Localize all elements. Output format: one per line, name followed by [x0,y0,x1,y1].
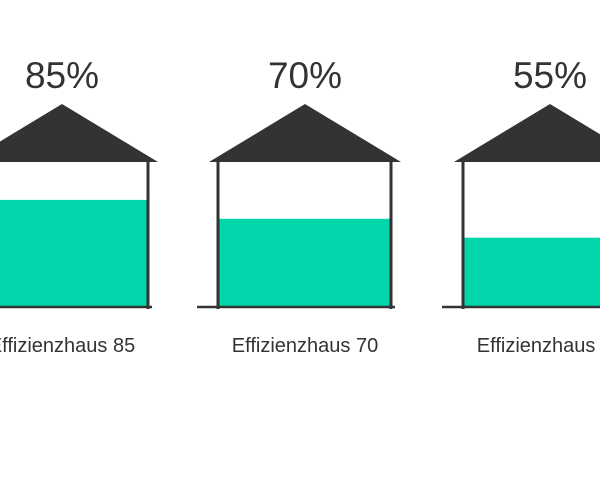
roof [0,104,158,162]
fill-level [218,218,391,307]
fill-level [0,199,148,307]
category-label: Effizienzhaus 55 [477,335,600,357]
value-label: 70% [268,55,342,96]
value-label: 55% [513,55,587,96]
category-label: Effizienzhaus 85 [0,335,135,357]
roof [209,104,401,162]
fill-level [463,237,600,307]
category-label: Effizienzhaus 70 [232,335,378,357]
value-label: 85% [25,55,99,96]
roof [454,104,600,162]
